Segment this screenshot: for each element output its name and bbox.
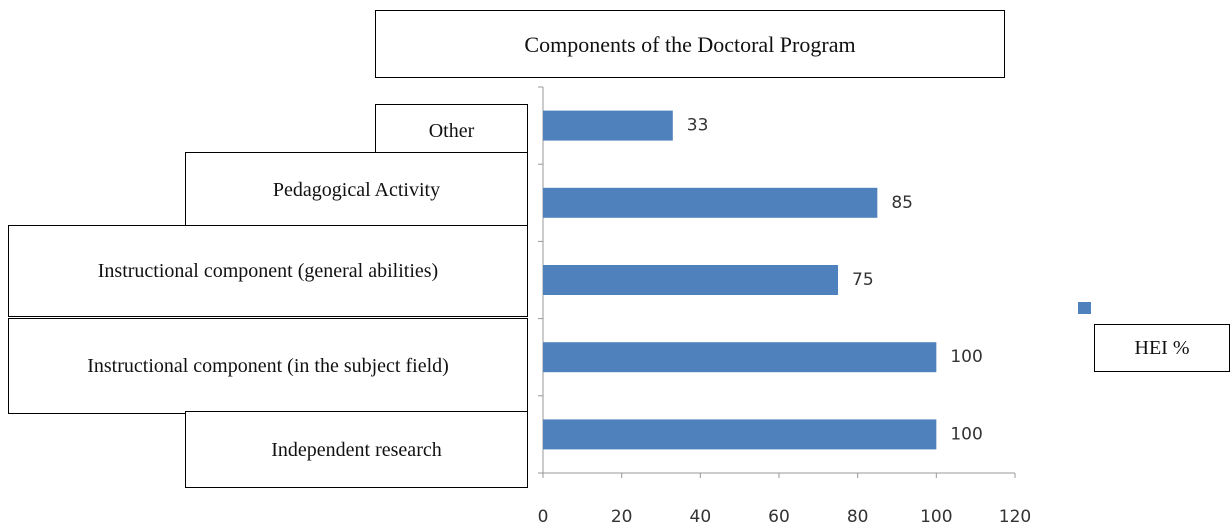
category-label: Instructional component (general abiliti…: [8, 225, 528, 317]
bar: [543, 342, 937, 373]
value-label: 85: [891, 193, 913, 213]
value-label: 75: [852, 270, 874, 290]
x-tick-label: 0: [538, 507, 549, 527]
value-label: 100: [950, 424, 982, 444]
x-tick-label: 80: [847, 507, 869, 527]
x-tick-label: 100: [920, 507, 952, 527]
bar: [543, 110, 673, 141]
x-tick-label: 120: [999, 507, 1031, 527]
value-label: 33: [687, 116, 709, 136]
legend-label: HEI %: [1094, 324, 1230, 372]
category-label: Instructional component (in the subject …: [8, 318, 528, 414]
bar: [543, 265, 838, 295]
category-label: Other: [375, 104, 528, 158]
chart-title: Components of the Doctoral Program: [375, 10, 1005, 78]
x-tick-label: 60: [768, 507, 790, 527]
category-label: Independent research: [185, 411, 528, 488]
value-label: 100: [950, 347, 982, 367]
bar: [543, 419, 937, 450]
x-tick-label: 20: [611, 507, 633, 527]
category-label: Pedagogical Activity: [185, 152, 528, 228]
bar: [543, 187, 878, 218]
x-tick-label: 40: [690, 507, 712, 527]
legend-marker: [1078, 302, 1091, 314]
